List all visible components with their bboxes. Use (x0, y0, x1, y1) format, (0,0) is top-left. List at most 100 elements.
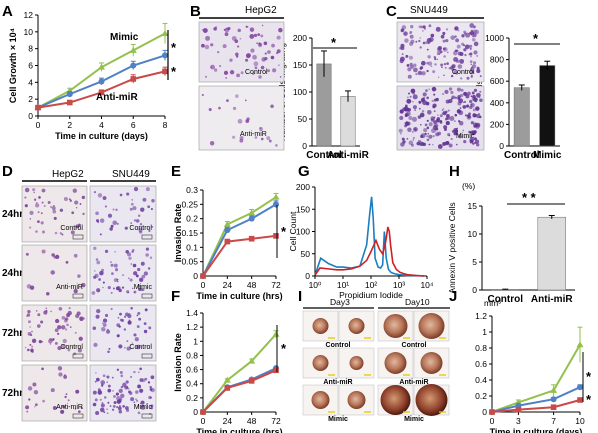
scale-bar (72, 293, 84, 299)
stained-cell (114, 268, 119, 272)
stained-cell (225, 77, 227, 79)
stained-cell (50, 310, 52, 313)
stained-cell (150, 406, 154, 410)
stained-cell (99, 233, 102, 236)
stained-cell (121, 286, 125, 289)
j-sig-star1: * (586, 369, 592, 384)
stained-cell (448, 143, 453, 148)
E-ytick-label: 0.2 (186, 214, 198, 224)
stained-cell (437, 76, 440, 79)
stained-cell (435, 26, 441, 32)
scale-bar (72, 413, 84, 419)
stained-cell (37, 211, 40, 214)
stained-cell (97, 193, 103, 198)
A-point (161, 30, 169, 37)
stained-cell (50, 205, 53, 209)
stained-cell (65, 393, 68, 396)
E-point (200, 273, 206, 279)
J-xtick-label: 3 (516, 416, 521, 426)
stained-cell (24, 196, 27, 199)
stained-cell (448, 134, 451, 137)
stained-cell (52, 209, 57, 214)
stained-cell (427, 133, 429, 135)
stained-cell (432, 125, 438, 131)
stained-cell (135, 390, 139, 394)
scale-bar (72, 353, 84, 359)
stained-cell (35, 201, 38, 204)
stained-cell (409, 95, 412, 98)
stained-cell (33, 390, 39, 395)
stained-cell (418, 39, 421, 43)
stained-cell (474, 141, 477, 145)
stained-cell (40, 320, 44, 324)
E-series-0-line (202, 196, 277, 277)
stained-cell (409, 55, 413, 60)
stained-cell (95, 211, 99, 216)
stained-cell (35, 309, 38, 312)
stained-cell (229, 58, 233, 62)
stained-cell (462, 105, 467, 109)
stained-cell (123, 315, 127, 318)
stained-cell (450, 35, 456, 40)
stained-cell (92, 390, 97, 395)
stained-cell (442, 141, 447, 146)
B-category-label: Control (306, 150, 342, 161)
stained-cell (418, 25, 422, 29)
stained-cell (469, 105, 473, 110)
stained-cell (80, 407, 83, 410)
stained-cell (35, 403, 38, 407)
stained-cell (119, 193, 123, 197)
stained-cell (130, 397, 135, 402)
F-point (248, 357, 256, 364)
stained-cell (139, 388, 144, 393)
stained-cell (412, 63, 417, 68)
stained-cell (116, 222, 119, 225)
stained-cell (41, 188, 46, 193)
chart-b-migration-hepg2: 050100150200Number of Cells MigratingCon… (277, 33, 370, 161)
stained-cell (40, 212, 43, 215)
stained-cell (69, 326, 72, 329)
stained-cell (402, 140, 406, 144)
stained-cell (426, 119, 429, 122)
stained-cell (259, 127, 263, 131)
stained-cell (450, 137, 453, 141)
d-image-caption: Mimic (134, 284, 153, 291)
stained-cell (457, 97, 461, 100)
i-row-label-day3: Mimic (328, 416, 348, 423)
J-xtick-label: 0 (490, 416, 495, 426)
stained-cell (260, 137, 264, 141)
stained-cell (92, 326, 97, 331)
b-cell-stain-control (201, 24, 283, 79)
stained-cell (107, 213, 113, 218)
stained-cell (75, 206, 78, 209)
stained-cell (145, 247, 150, 251)
A-point (162, 68, 168, 75)
stained-cell (224, 32, 229, 37)
B-ytick-label: 200 (293, 33, 307, 43)
stained-cell (136, 344, 141, 350)
stained-cell (214, 26, 218, 29)
stained-cell (147, 381, 151, 384)
stained-cell (422, 100, 428, 106)
stained-cell (95, 377, 100, 382)
g-ytick-label: 100 (296, 227, 310, 237)
stained-cell (225, 27, 228, 30)
stained-cell (95, 258, 99, 261)
stained-cell (123, 346, 126, 349)
stained-cell (107, 286, 111, 290)
stained-cell (137, 405, 140, 407)
stained-cell (106, 412, 109, 415)
stained-cell (71, 211, 75, 215)
stained-cell (106, 329, 111, 334)
stained-cell (115, 286, 120, 291)
stained-cell (270, 104, 274, 109)
stained-cell (54, 341, 58, 345)
stained-cell (40, 221, 44, 225)
H-category-label: Anti-miR (531, 294, 573, 305)
stained-cell (455, 143, 458, 146)
stained-cell (29, 285, 35, 290)
stained-cell (25, 252, 29, 256)
stained-cell (119, 405, 121, 407)
F-xtick-label: 72 (271, 416, 281, 426)
stained-cell (453, 127, 458, 133)
